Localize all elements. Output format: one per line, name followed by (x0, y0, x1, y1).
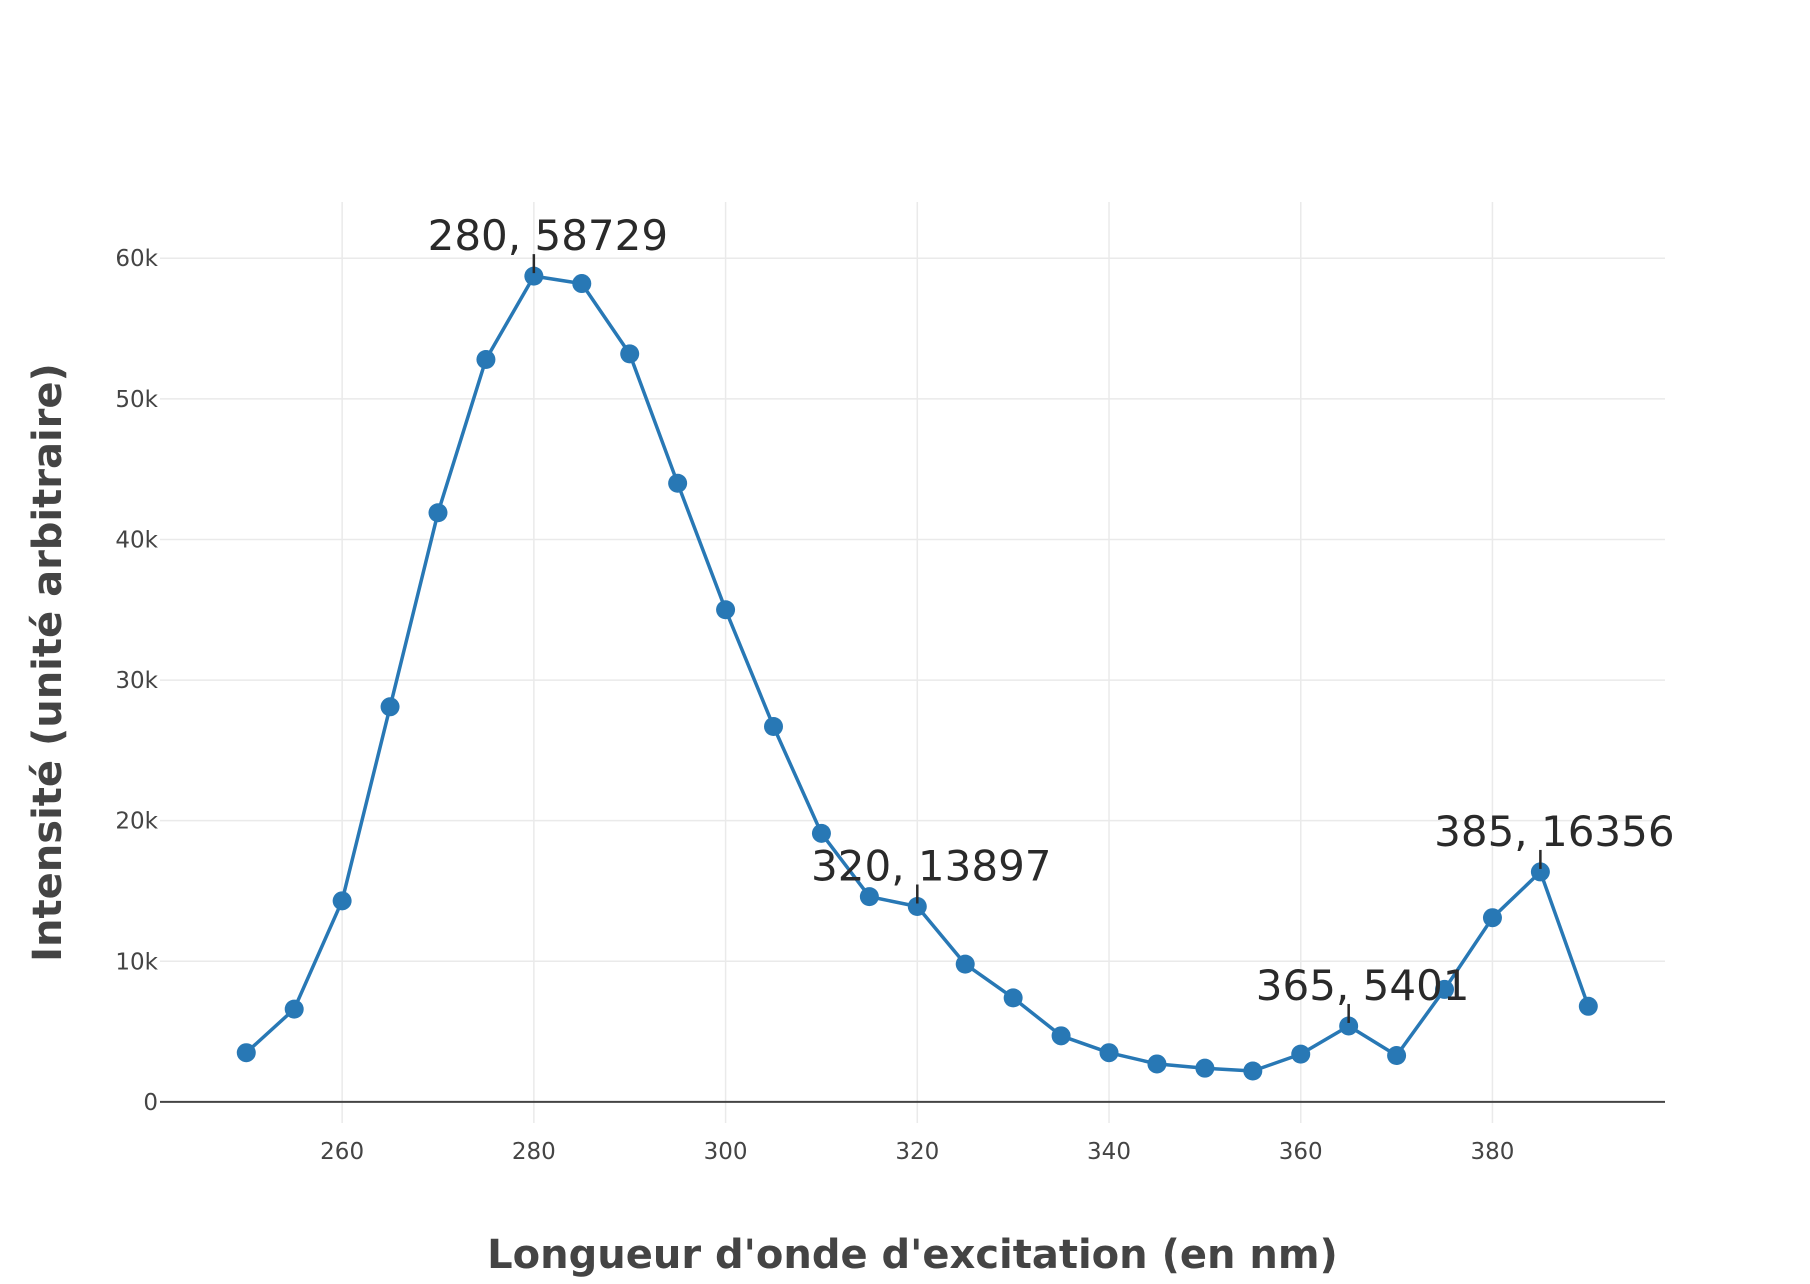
data-point (620, 344, 640, 364)
data-point (1195, 1058, 1215, 1078)
data-point (1243, 1061, 1263, 1081)
y-tick-label: 0 (143, 1090, 158, 1116)
x-tick-label: 260 (320, 1139, 364, 1165)
data-point (476, 349, 496, 369)
y-tick-label: 20k (115, 809, 158, 835)
data-point (284, 999, 304, 1019)
data-point (859, 887, 879, 907)
x-tick-label: 380 (1470, 1139, 1514, 1165)
data-point (1051, 1026, 1071, 1046)
data-point (764, 716, 784, 736)
gridlines (160, 202, 1665, 1123)
y-tick-label: 40k (115, 527, 158, 553)
axes: 260 280 300 320 340 360 380 0 10k 20k 30k 40k 50k 60k (115, 246, 1665, 1165)
data-point (1482, 908, 1502, 928)
series (236, 266, 1598, 1081)
data-point (1578, 996, 1598, 1016)
x-tick-label: 300 (704, 1139, 748, 1165)
data-point (716, 600, 736, 620)
data-point (524, 266, 544, 286)
data-point (380, 697, 400, 717)
data-point (332, 891, 352, 911)
x-tick-label: 280 (512, 1139, 556, 1165)
data-point (1147, 1054, 1167, 1074)
y-tick-label: 10k (115, 949, 158, 975)
y-tick-label: 30k (115, 668, 158, 694)
data-point (1339, 1016, 1359, 1036)
annotations: 280, 58729 320, 13897 365, 5401 385, 16356 (428, 211, 1675, 1023)
data-point (668, 473, 688, 493)
data-point (1099, 1043, 1119, 1063)
annotation-label: 280, 58729 (428, 211, 668, 260)
data-point (1003, 988, 1023, 1008)
data-point (572, 274, 592, 294)
x-tick-label: 360 (1279, 1139, 1323, 1165)
annotation-label: 365, 5401 (1256, 961, 1470, 1010)
data-point (811, 823, 831, 843)
data-point (907, 897, 927, 917)
data-point (1435, 979, 1455, 999)
annotation-label: 385, 16356 (1434, 807, 1674, 856)
y-axis-title: Intensité (unité arbitraire) (25, 363, 71, 962)
data-point (955, 954, 975, 974)
data-point (1291, 1044, 1311, 1064)
annotation-label: 320, 13897 (811, 842, 1051, 891)
x-tick-label: 340 (1087, 1139, 1131, 1165)
y-tick-label: 60k (115, 246, 158, 272)
data-point (428, 503, 448, 523)
y-tick-label: 50k (115, 387, 158, 413)
x-axis-title: Longueur d'onde d'excitation (en nm) (487, 1232, 1338, 1278)
data-point (1530, 862, 1550, 882)
data-point (1387, 1046, 1407, 1066)
data-point (236, 1043, 256, 1063)
x-tick-label: 320 (895, 1139, 939, 1165)
